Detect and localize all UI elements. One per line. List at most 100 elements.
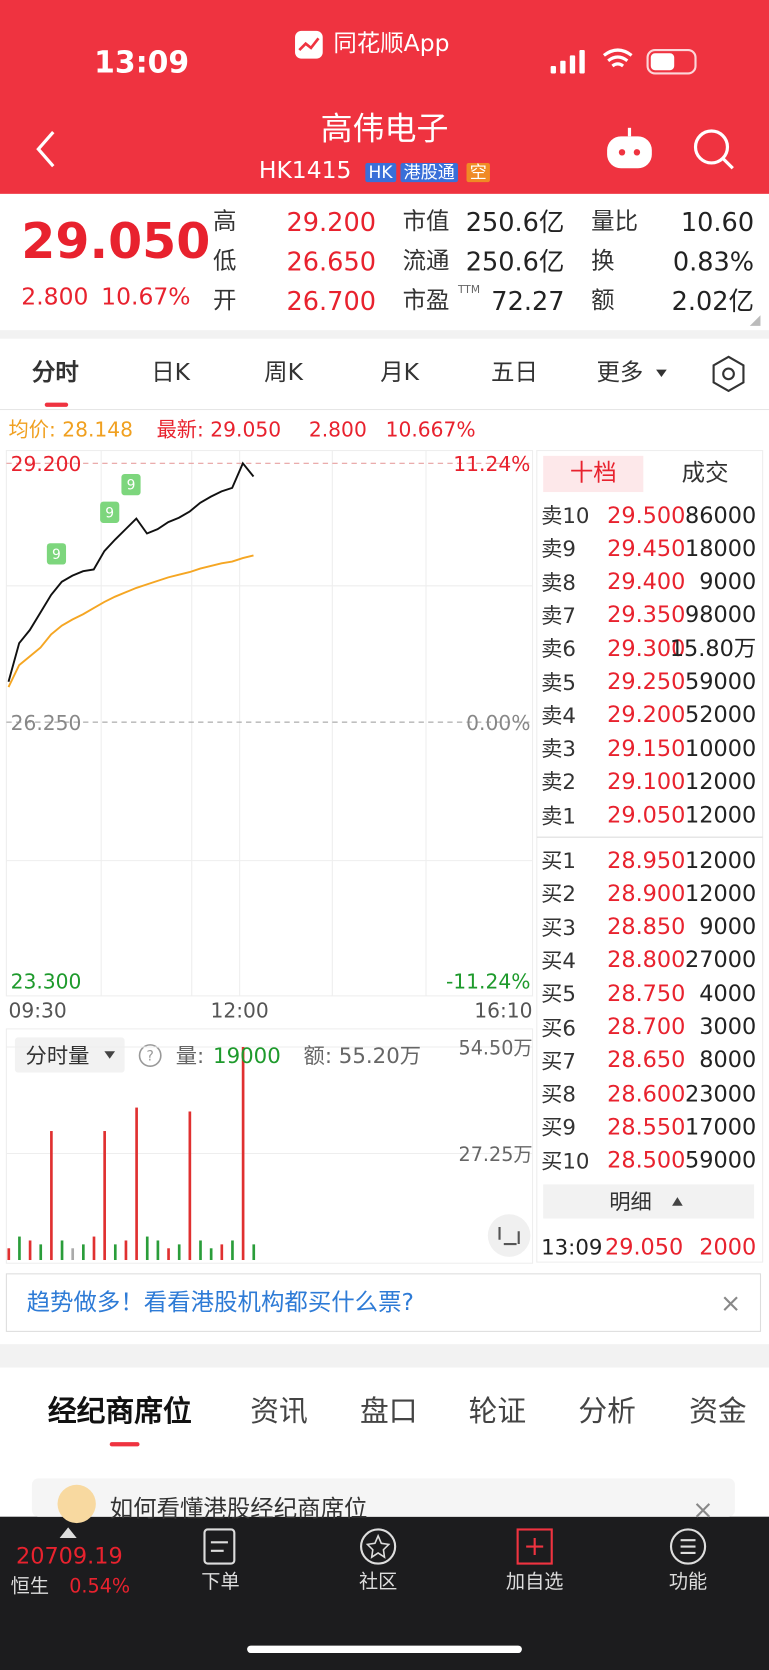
y-tick-label: 26.250 [11,711,82,735]
y-tick-label: 29.200 [11,452,82,476]
volume-bar [50,1131,53,1261]
order-level: 卖5 [541,669,576,695]
order-qty: 27000 [685,947,757,973]
stock-tag: 港股通 [400,162,459,183]
order-tab[interactable]: 成交 [681,460,729,487]
stock-code: HK1415 [258,157,352,185]
order-price: 28.800 [607,947,686,973]
section-tab[interactable]: 经纪商席位 [47,1394,192,1428]
volume-bar [7,1248,11,1261]
volume-bar [177,1244,181,1261]
order-level: 卖8 [541,569,576,595]
stat-label: 量比 [591,208,639,236]
order-price: 29.500 [607,502,686,528]
promo-banner[interactable]: 趋势做多！看看港股机构都买什么票? [26,1289,414,1317]
order-price: 29.050 [607,802,686,828]
section-tab[interactable]: 资金 [689,1394,747,1428]
volume-label: 量: [175,1042,205,1069]
y-tick-label: 27.25万 [459,1143,533,1166]
order-price: 29.450 [607,535,686,562]
section-tab[interactable]: 盘口 [360,1394,418,1428]
stat-label: 低 [213,248,237,275]
divider [0,408,769,411]
volume-bar [28,1240,32,1261]
order-level: 卖3 [541,736,576,762]
chart-tab[interactable]: 分时 [31,360,79,387]
order-price: 28.750 [607,980,686,1007]
volume-select[interactable] [14,1037,125,1073]
nav-button[interactable]: 社区 [358,1571,398,1594]
volume-bar [156,1240,160,1261]
info-card[interactable]: 如何看懂港股经纪商席位 [109,1496,368,1524]
stat-value: 26.650 [286,247,376,277]
trade-qty: 2000 [699,1233,757,1260]
order-qty: 86000 [685,502,757,528]
svg-text:?: ? [147,1049,154,1065]
chart-tab[interactable]: 更多 [596,360,644,387]
section-tab[interactable]: 分析 [578,1394,636,1428]
chart-tab[interactable]: 月K [380,360,420,387]
order-qty: 52000 [685,702,757,728]
volume-bar [145,1236,149,1261]
order-qty: 12000 [685,847,757,873]
volume-bar [82,1244,85,1261]
bottom-bar [0,1516,769,1670]
order-level: 卖7 [541,602,576,629]
order-price: 29.100 [607,768,686,795]
order-level: 买6 [541,1014,576,1041]
stat-value: 250.6亿 [465,207,565,238]
detail-label[interactable]: 明细 [609,1188,652,1215]
stat-label: 市盈 [402,287,450,315]
expand-button[interactable] [487,1214,531,1257]
stock-tag: HK [365,162,396,183]
nav-button[interactable]: 下单 [201,1571,240,1594]
price-frame [5,450,534,997]
y2-tick-label: 11.24% [453,452,530,476]
stat-value: 2.02亿 [671,286,755,317]
order-level: 卖4 [541,702,576,729]
volume-bar [135,1107,138,1261]
order-price: 28.700 [607,1013,686,1040]
order-qty: 8000 [699,1047,757,1073]
order-qty: 98000 [685,602,757,628]
order-price: 29.150 [607,735,686,762]
y2-tick-label: -11.24% [446,970,530,994]
volume-frame [5,1028,534,1264]
order-level: 买7 [541,1047,576,1074]
signal-badge-text: 9 [127,478,136,494]
latest-change: 2.800 [308,418,367,442]
order-level: 卖9 [541,536,576,562]
order-tab[interactable]: 十档 [569,460,617,487]
order-price: 28.500 [607,1147,686,1173]
volume-bar [220,1244,224,1261]
order-qty: 9000 [699,913,757,940]
order-qty: 4000 [699,980,757,1007]
order-price: 28.950 [607,847,686,873]
volume-title[interactable]: 分时量 [25,1042,90,1069]
chart-tab[interactable]: 日K [151,360,191,387]
chart-tab[interactable]: 五日 [491,360,538,387]
detail-button[interactable] [543,1184,755,1219]
chart-tab[interactable]: 周K [264,360,303,387]
section-tab[interactable]: 资讯 [250,1394,308,1428]
order-qty: 10000 [685,735,757,762]
last-price: 29.050 [21,211,211,270]
volume-bar [167,1248,170,1261]
index-value: 20709.19 [15,1542,123,1569]
volume-bar [209,1248,213,1261]
y2-tick-label: 0.00% [466,711,530,735]
section-tab[interactable]: 轮证 [468,1394,527,1428]
volume-bar [252,1244,256,1261]
order-qty: 12000 [685,802,757,828]
nav-button[interactable]: 功能 [668,1571,708,1594]
stat-label: 额 [591,287,615,315]
order-price: 28.850 [607,913,686,940]
stat-value: 29.200 [286,207,376,238]
volume-bar [60,1240,64,1261]
stat-value: 72.27 [491,286,565,317]
order-price: 29.300 [607,635,686,662]
avg-price: 均价: 28.148 [8,418,134,442]
nav-button[interactable]: 加自选 [505,1571,564,1594]
order-qty: 17000 [685,1113,757,1140]
